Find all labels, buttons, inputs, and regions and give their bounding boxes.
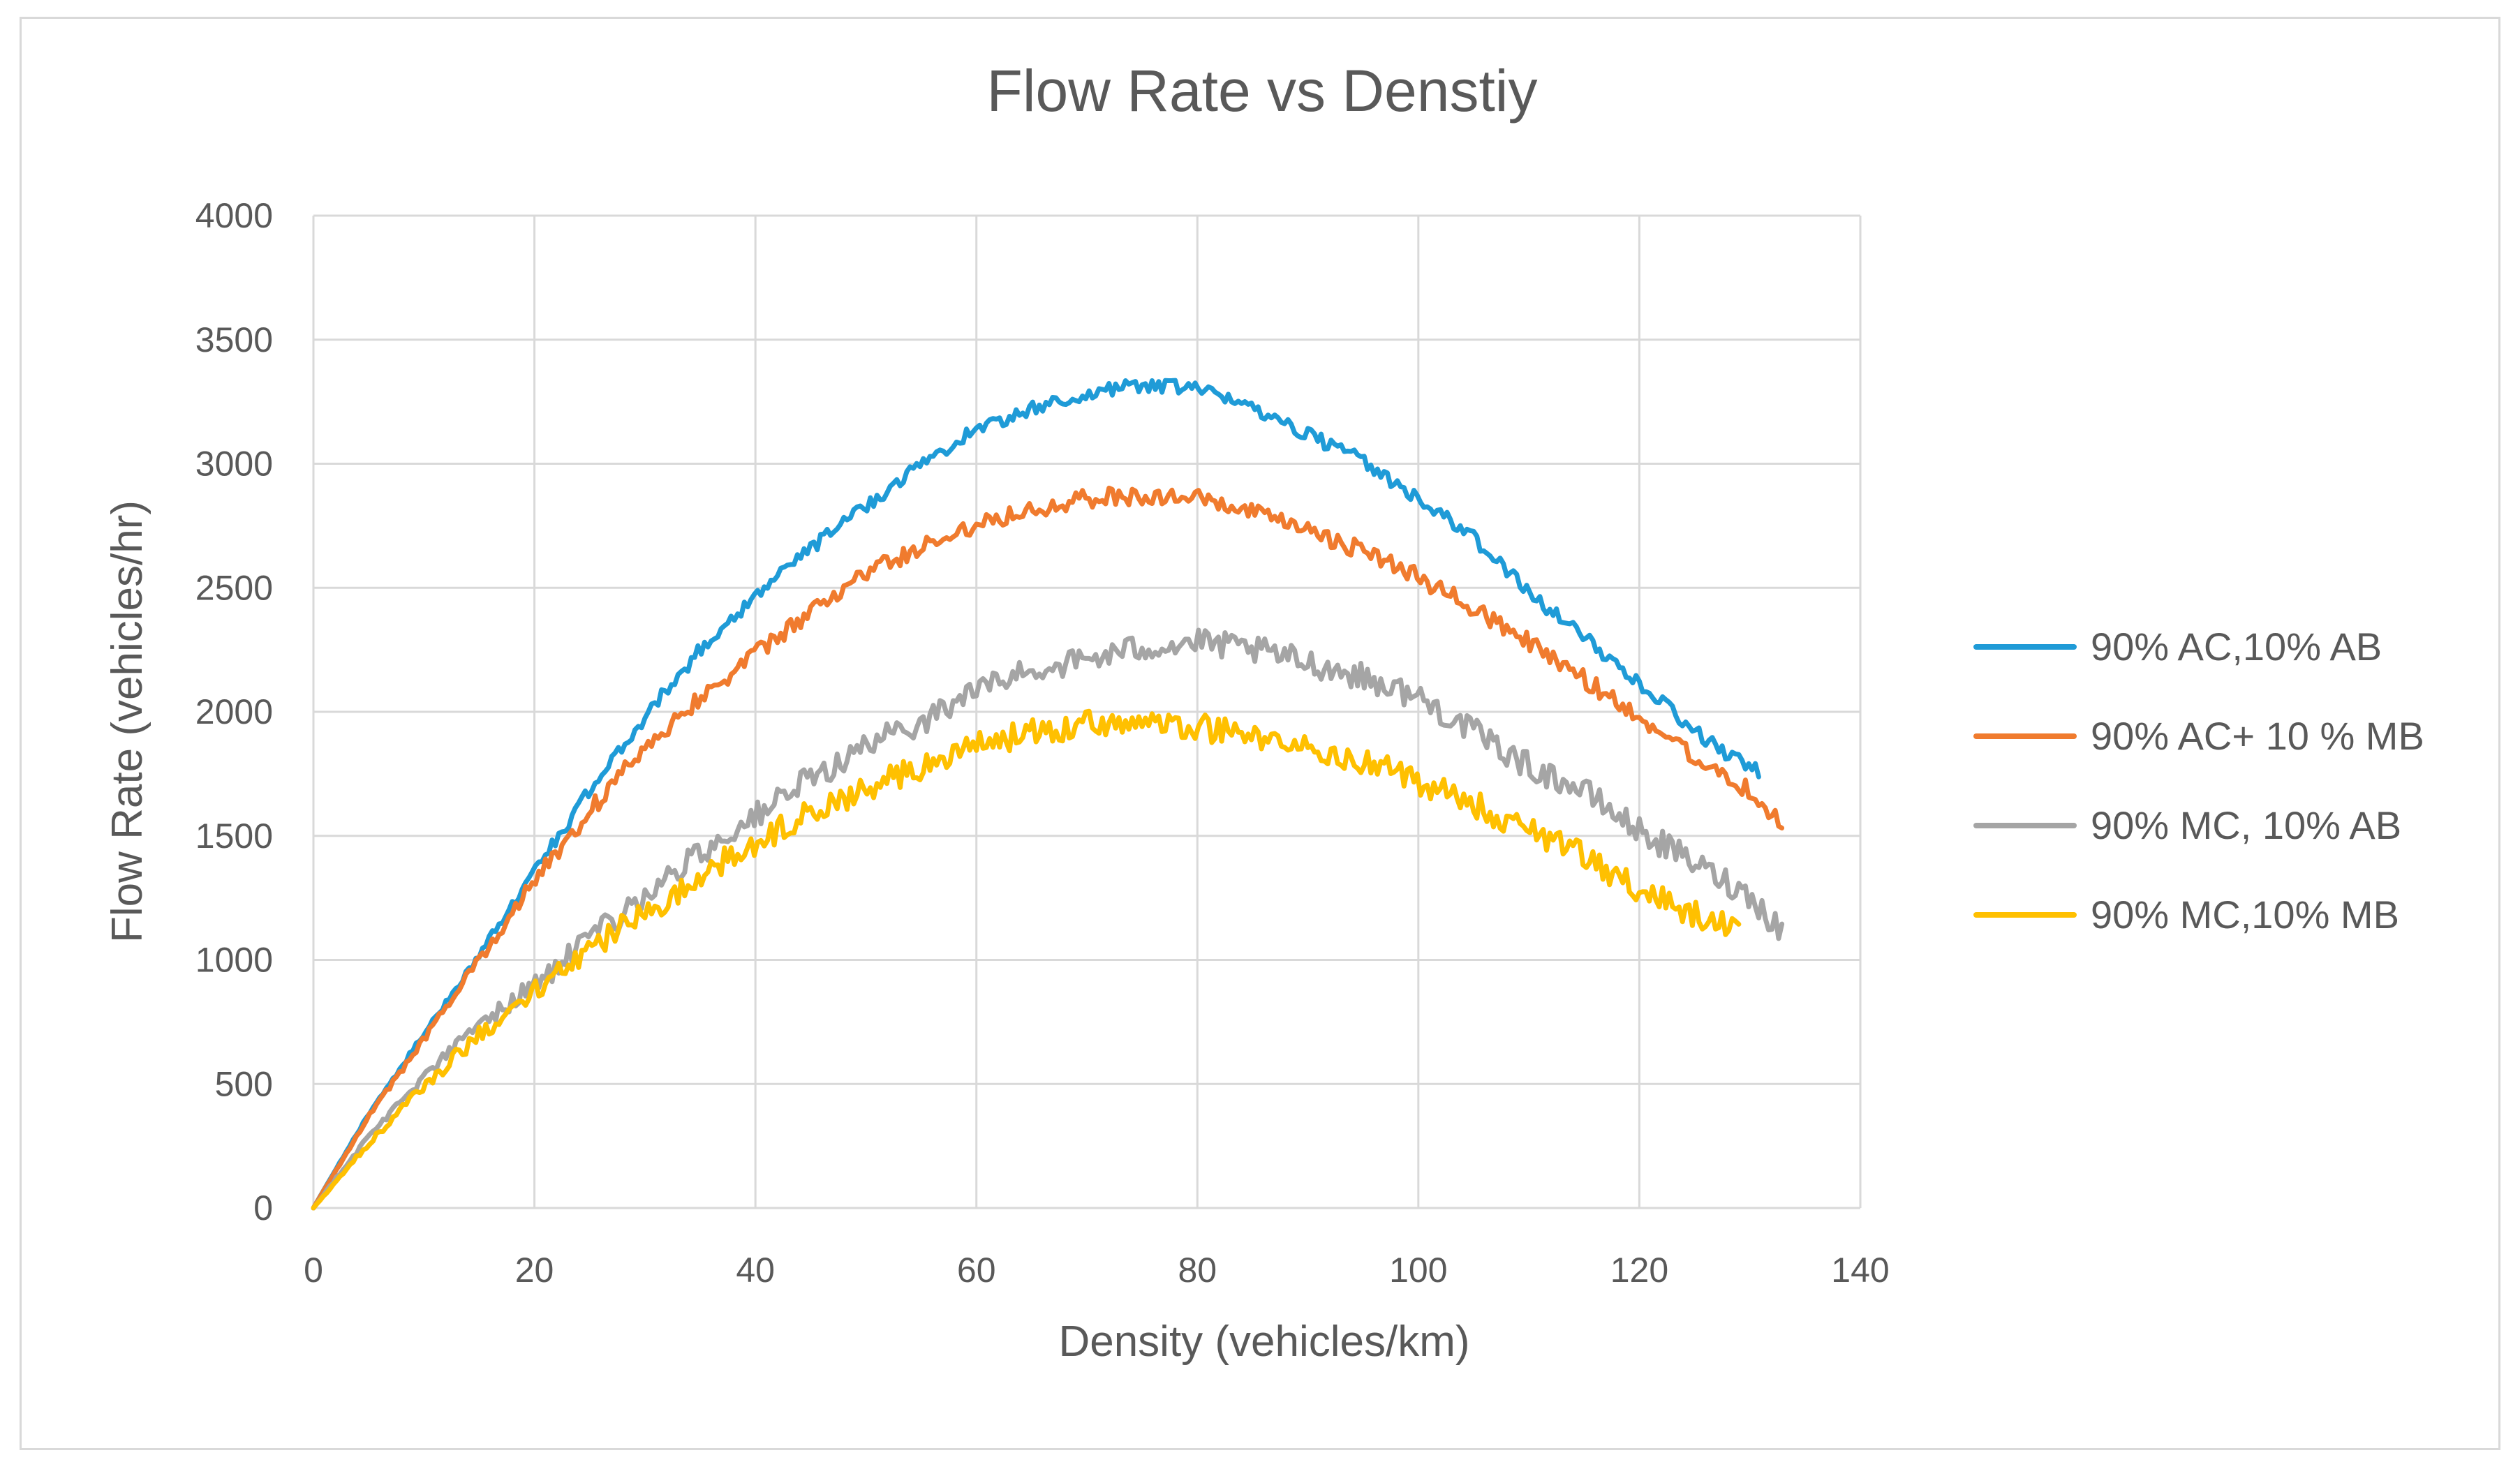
legend-entry-label: 90% AC,10% AB <box>2091 625 2382 669</box>
x-axis-title: Density (vehicles/km) <box>1058 1318 1469 1366</box>
y-tick-label: 0 <box>253 1188 273 1228</box>
x-tick-label: 40 <box>736 1251 775 1290</box>
y-tick-label: 3500 <box>195 320 273 359</box>
x-tick-label: 80 <box>1178 1251 1217 1290</box>
legend-entry-label: 90% MC,10% MB <box>2091 893 2399 937</box>
chart-title: Flow Rate vs Denstiy <box>987 58 1538 124</box>
y-tick-label: 4000 <box>195 196 273 235</box>
y-tick-label: 2500 <box>195 568 273 607</box>
x-tick-label: 20 <box>515 1251 554 1290</box>
chart-frame: 0 500 1000 1500 2000 2500 3000 3500 4000 0 20 40 60 8… <box>20 17 2500 1450</box>
y-tick-label: 1000 <box>195 941 273 980</box>
tick-labels: 0 500 1000 1500 2000 2500 3000 3500 4000 0 20 40 60 8… <box>195 196 1890 1290</box>
y-axis-title: Flow Rate (vehicles/hr) <box>103 500 151 943</box>
series-line <box>311 378 1761 1211</box>
x-tick-label: 0 <box>304 1251 323 1290</box>
legend: 90% AC,10% AB 90% AC+ 10 % MB 90% MC, 10% … <box>1973 625 2424 937</box>
series-line <box>311 708 1742 1211</box>
y-tick-label: 1500 <box>195 816 273 856</box>
series-lines <box>311 378 1785 1211</box>
chart-svg: 0 500 1000 1500 2000 2500 3000 3500 4000 0 20 40 60 8… <box>103 58 2424 1366</box>
y-tick-label: 500 <box>215 1064 273 1103</box>
legend-entry-label: 90% AC+ 10 % MB <box>2091 714 2424 758</box>
y-tick-label: 2000 <box>195 692 273 731</box>
y-tick-label: 3000 <box>195 445 273 484</box>
series-line <box>311 485 1785 1211</box>
x-tick-label: 120 <box>1610 1251 1668 1290</box>
x-tick-label: 140 <box>1831 1251 1889 1290</box>
x-tick-label: 100 <box>1389 1251 1447 1290</box>
x-tick-label: 60 <box>957 1251 996 1290</box>
legend-entry-label: 90% MC, 10% AB <box>2091 803 2401 847</box>
